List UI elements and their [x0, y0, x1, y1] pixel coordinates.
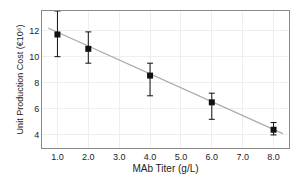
svg-text:MAb Titer (g/L): MAb Titer (g/L)	[132, 163, 198, 174]
svg-text:4: 4	[34, 130, 39, 140]
svg-text:8.0: 8.0	[267, 152, 280, 162]
svg-text:6: 6	[34, 104, 39, 114]
svg-text:7.0: 7.0	[236, 152, 249, 162]
svg-text:4.0: 4.0	[144, 152, 157, 162]
svg-text:6.0: 6.0	[206, 152, 219, 162]
svg-text:5.0: 5.0	[175, 152, 188, 162]
svg-text:8: 8	[34, 78, 39, 88]
svg-text:3.0: 3.0	[113, 152, 126, 162]
svg-text:2.0: 2.0	[82, 152, 95, 162]
svg-text:1.0: 1.0	[51, 152, 64, 162]
svg-text:10: 10	[29, 52, 39, 62]
svg-text:12: 12	[29, 26, 39, 36]
svg-text:Unit Production Cost (€10⁶): Unit Production Cost (€10⁶)	[15, 25, 25, 135]
